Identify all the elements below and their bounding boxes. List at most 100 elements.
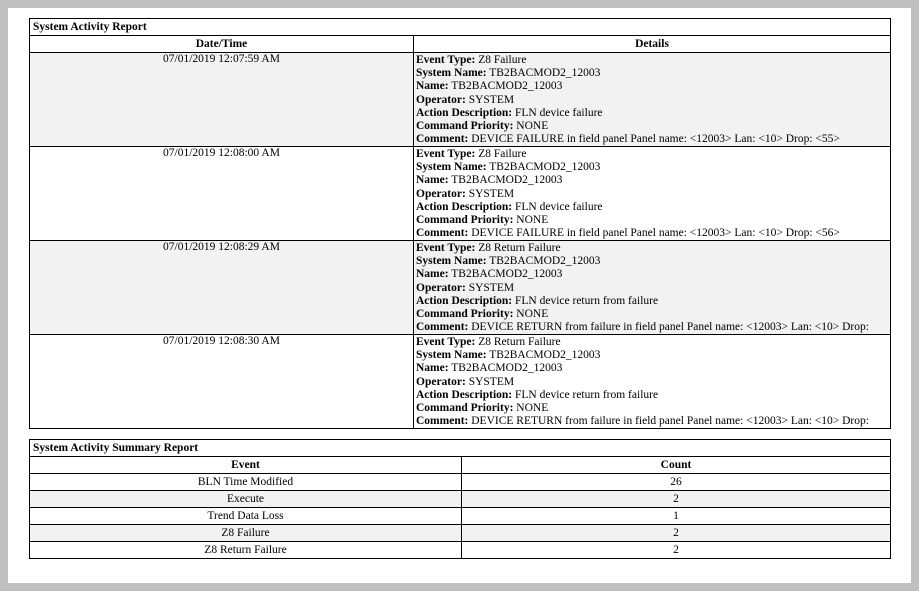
summary-report-table: System Activity Summary Report Event Cou…	[29, 439, 891, 559]
detail-value: TB2BACMOD2_12003	[451, 362, 563, 375]
detail-value: FLN device return from failure	[515, 388, 659, 401]
detail-line: System Name: TB2BACMOD2_12003	[416, 255, 888, 268]
detail-label: Operator:	[416, 375, 466, 388]
detail-line: Action Description: FLN device return fr…	[416, 295, 888, 308]
details-content: Event Type: Z8 Failure System Name: TB2BA…	[414, 147, 890, 240]
activity-row: 07/01/2019 12:08:00 AM Event Type: Z8 Fai…	[29, 146, 891, 241]
detail-value: DEVICE RETURN from failure in field pane…	[471, 415, 869, 428]
detail-label: Event Type:	[416, 54, 476, 66]
detail-label: Comment:	[416, 133, 469, 146]
details-content: Event Type: Z8 Return Failure System Name…	[414, 335, 890, 428]
details-cell: Event Type: Z8 Failure System Name: TB2BA…	[413, 52, 891, 147]
summary-row: BLN Time Modified 26	[29, 473, 891, 491]
detail-value: TB2BACMOD2_12003	[489, 349, 601, 362]
datetime-cell: 07/01/2019 12:07:59 AM	[29, 52, 414, 147]
detail-value: FLN device failure	[515, 200, 603, 213]
detail-value: FLN device failure	[515, 106, 603, 119]
detail-line: Operator: SYSTEM	[416, 94, 888, 107]
detail-label: Operator:	[416, 187, 466, 200]
details-cell: Event Type: Z8 Return Failure System Name…	[413, 334, 891, 429]
detail-value: TB2BACMOD2_12003	[451, 268, 563, 281]
detail-line: Name: TB2BACMOD2_12003	[416, 174, 888, 187]
details-content: Event Type: Z8 Return Failure System Name…	[414, 241, 890, 334]
detail-line: Action Description: FLN device failure	[416, 107, 888, 120]
detail-label: Operator:	[416, 93, 466, 106]
detail-line: Event Type: Z8 Failure	[416, 148, 888, 161]
detail-line: Comment: DEVICE RETURN from failure in f…	[416, 321, 888, 334]
detail-value: SYSTEM	[468, 375, 515, 388]
detail-label: System Name:	[416, 67, 487, 80]
count-cell: 2	[461, 524, 891, 542]
detail-label: Action Description:	[416, 106, 513, 119]
detail-line: Name: TB2BACMOD2_12003	[416, 268, 888, 281]
detail-label: Command Priority:	[416, 402, 514, 415]
count-cell: 2	[461, 490, 891, 508]
detail-value: FLN device return from failure	[515, 294, 659, 307]
event-cell: Trend Data Loss	[29, 507, 462, 525]
detail-label: Name:	[416, 80, 449, 93]
detail-value: DEVICE FAILURE in field panel Panel name…	[471, 227, 840, 240]
detail-line: Action Description: FLN device failure	[416, 201, 888, 214]
detail-label: Command Priority:	[416, 120, 514, 133]
detail-label: Event Type:	[416, 242, 476, 254]
detail-line: Name: TB2BACMOD2_12003	[416, 362, 888, 375]
detail-value: DEVICE RETURN from failure in field pane…	[471, 321, 869, 334]
detail-value: TB2BACMOD2_12003	[451, 174, 563, 187]
detail-line: Event Type: Z8 Failure	[416, 54, 888, 67]
datetime-cell: 07/01/2019 12:08:29 AM	[29, 240, 414, 335]
detail-line: Event Type: Z8 Return Failure	[416, 242, 888, 255]
detail-label: Comment:	[416, 415, 469, 428]
count-cell: 2	[461, 541, 891, 559]
detail-line: System Name: TB2BACMOD2_12003	[416, 161, 888, 174]
details-cell: Event Type: Z8 Failure System Name: TB2BA…	[413, 146, 891, 241]
detail-value: Z8 Return Failure	[478, 336, 561, 348]
detail-value: NONE	[516, 120, 549, 133]
event-cell: BLN Time Modified	[29, 473, 462, 491]
detail-label: Action Description:	[416, 200, 513, 213]
detail-label: Event Type:	[416, 148, 476, 160]
detail-label: Action Description:	[416, 388, 513, 401]
detail-value: NONE	[516, 402, 549, 415]
detail-value: DEVICE FAILURE in field panel Panel name…	[471, 133, 840, 146]
summary-row: Trend Data Loss 1	[29, 507, 891, 525]
detail-value: Z8 Failure	[478, 148, 527, 160]
detail-line: Command Priority: NONE	[416, 402, 888, 415]
detail-value: TB2BACMOD2_12003	[489, 161, 601, 174]
detail-label: Comment:	[416, 227, 469, 240]
report-page: System Activity Report Date/Time Details…	[8, 8, 911, 583]
detail-label: Event Type:	[416, 336, 476, 348]
detail-value: NONE	[516, 214, 549, 227]
detail-line: Comment: DEVICE FAILURE in field panel P…	[416, 227, 888, 240]
event-cell: Z8 Return Failure	[29, 541, 462, 559]
detail-line: Event Type: Z8 Return Failure	[416, 336, 888, 349]
detail-line: Operator: SYSTEM	[416, 282, 888, 295]
detail-value: Z8 Return Failure	[478, 242, 561, 254]
column-header-count: Count	[461, 456, 891, 474]
column-header-datetime: Date/Time	[29, 35, 414, 53]
detail-value: Z8 Failure	[478, 54, 527, 66]
activity-row: 07/01/2019 12:08:30 AM Event Type: Z8 Ret…	[29, 334, 891, 429]
detail-line: Command Priority: NONE	[416, 308, 888, 321]
detail-label: Name:	[416, 362, 449, 375]
datetime-cell: 07/01/2019 12:08:30 AM	[29, 334, 414, 429]
detail-line: Command Priority: NONE	[416, 120, 888, 133]
summary-report-title: System Activity Summary Report	[29, 439, 891, 457]
details-cell: Event Type: Z8 Return Failure System Name…	[413, 240, 891, 335]
detail-label: Command Priority:	[416, 214, 514, 227]
detail-label: Comment:	[416, 321, 469, 334]
detail-line: Name: TB2BACMOD2_12003	[416, 80, 888, 93]
detail-label: System Name:	[416, 161, 487, 174]
detail-line: Comment: DEVICE RETURN from failure in f…	[416, 415, 888, 428]
datetime-cell: 07/01/2019 12:08:00 AM	[29, 146, 414, 241]
detail-value: TB2BACMOD2_12003	[489, 67, 601, 80]
count-cell: 1	[461, 507, 891, 525]
activity-row: 07/01/2019 12:07:59 AM Event Type: Z8 Fai…	[29, 52, 891, 147]
detail-line: Operator: SYSTEM	[416, 188, 888, 201]
detail-label: Action Description:	[416, 294, 513, 307]
detail-label: Operator:	[416, 281, 466, 294]
event-cell: Execute	[29, 490, 462, 508]
summary-row: Z8 Failure 2	[29, 524, 891, 542]
summary-row: Z8 Return Failure 2	[29, 541, 891, 559]
activity-report-table: System Activity Report Date/Time Details…	[29, 18, 891, 429]
detail-line: System Name: TB2BACMOD2_12003	[416, 67, 888, 80]
